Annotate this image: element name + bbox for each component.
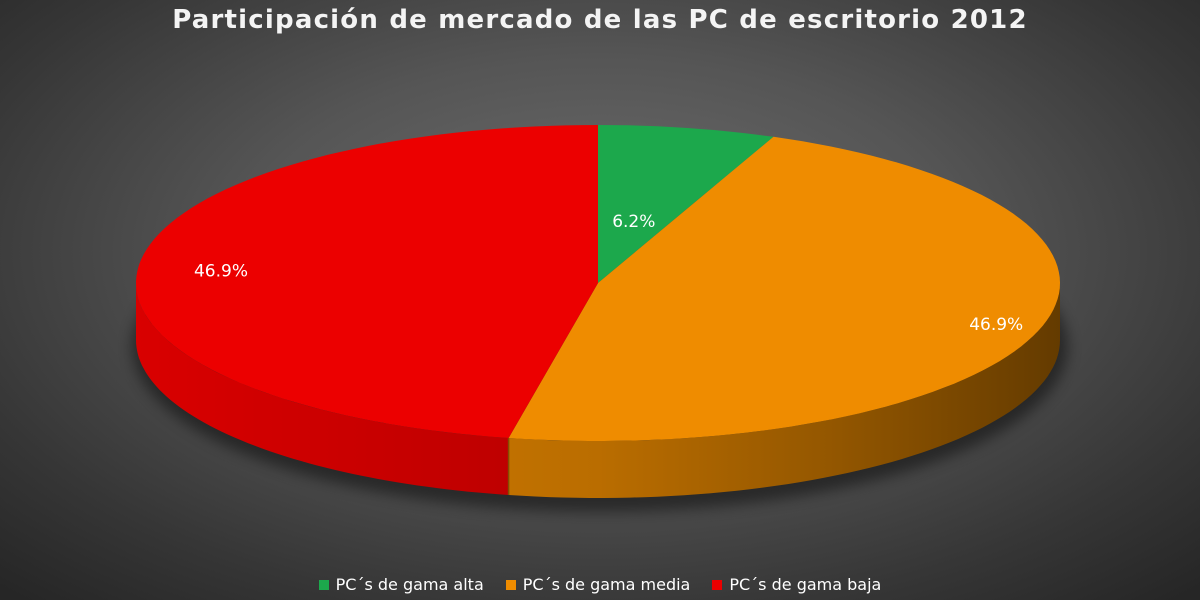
legend-swatch-gama-media <box>505 579 516 590</box>
legend-label-gama-media: PC´s de gama media <box>522 575 691 594</box>
legend-swatch-gama-alta <box>318 579 329 590</box>
legend-swatch-gama-baja <box>712 579 723 590</box>
data-label-pc-s-de-gama-media: 46.9% <box>969 315 1023 335</box>
pie-side-pc-s-de-gama-media <box>508 283 1061 498</box>
chart-title: Participación de mercado de las PC de es… <box>172 5 1028 35</box>
legend: PC´s de gama alta PC´s de gama media PC´… <box>0 575 1200 594</box>
pie-group: 6.2% 46.9% 46.9% <box>132 125 1068 512</box>
legend-label-gama-alta: PC´s de gama alta <box>335 575 484 594</box>
legend-item-gama-media: PC´s de gama media <box>505 575 691 594</box>
legend-item-gama-baja: PC´s de gama baja <box>712 575 881 594</box>
legend-item-gama-alta: PC´s de gama alta <box>318 575 484 594</box>
pie-slice-pc-s-de-gama-media <box>508 136 1061 442</box>
pie-side-pc-s-de-gama-baja <box>136 283 509 495</box>
pie-slice-pc-s-de-gama-alta <box>598 125 774 283</box>
pie-slice-pc-s-de-gama-baja <box>136 125 598 438</box>
data-label-pc-s-de-gama-alta: 6.2% <box>612 212 655 232</box>
legend-label-gama-baja: PC´s de gama baja <box>729 575 882 594</box>
data-label-pc-s-de-gama-baja: 46.9% <box>194 261 248 281</box>
